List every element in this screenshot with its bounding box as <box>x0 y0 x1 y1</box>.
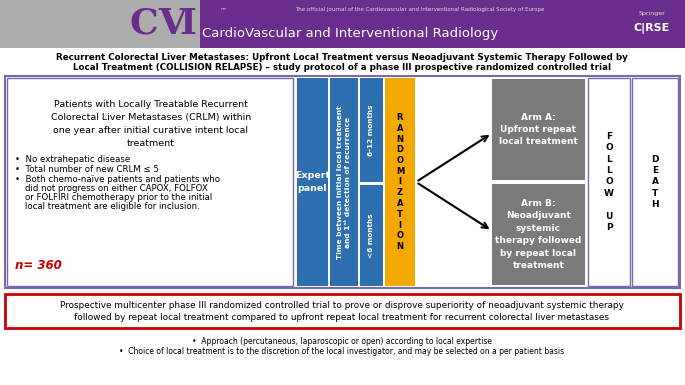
Text: V: V <box>158 7 186 41</box>
Text: Arm B:
Neoadjuvant
systemic
therapy followed
by repeat local
treatment: Arm B: Neoadjuvant systemic therapy foll… <box>495 199 582 270</box>
Bar <box>297 78 328 286</box>
Text: C: C <box>129 7 158 41</box>
Text: •  No extrahepatic disease: • No extrahepatic disease <box>15 155 130 164</box>
Text: F
O
L
L
O
W
 
U
P: F O L L O W U P <box>604 132 614 232</box>
Bar <box>492 79 585 180</box>
Text: C|RSE: C|RSE <box>634 22 670 33</box>
Text: followed by repeat local treatment compared to upfront repeat local treatment fo: followed by repeat local treatment compa… <box>75 313 610 322</box>
Bar <box>360 78 383 182</box>
Text: Time between initial local treatment
and 1ˢᵗ detection of recurrence: Time between initial local treatment and… <box>337 105 351 259</box>
Text: ™: ™ <box>220 7 227 13</box>
Text: •  Choice of local treatment is to the discretion of the local investigator, and: • Choice of local treatment is to the di… <box>119 347 564 356</box>
Text: I: I <box>179 7 197 41</box>
Text: Prospective multicenter phase III randomized controlled trial to prove or dispro: Prospective multicenter phase III random… <box>60 301 624 310</box>
Text: CardioVascular and Interventional Radiology: CardioVascular and Interventional Radiol… <box>202 27 498 40</box>
Text: •  Both chemo-naïve patients and patients who: • Both chemo-naïve patients and patients… <box>15 175 220 184</box>
Text: did not progress on either CAPOX, FOLFOX: did not progress on either CAPOX, FOLFOX <box>25 184 208 193</box>
Bar <box>330 78 358 286</box>
Text: The official journal of the Cardiovascular and Interventional Radiological Socie: The official journal of the Cardiovascul… <box>295 7 545 12</box>
Text: D
E
A
T
H: D E A T H <box>651 155 659 209</box>
Bar <box>492 184 585 285</box>
Text: Recurrent Colorectal Liver Metastases: Upfront Local Treatment versus Neoadjuvan: Recurrent Colorectal Liver Metastases: U… <box>56 52 628 62</box>
Bar <box>632 78 678 286</box>
Text: •  Approach (percutaneous, laparoscopic or open) according to local expertise: • Approach (percutaneous, laparoscopic o… <box>192 337 492 346</box>
Text: local treatment are eligible for inclusion.: local treatment are eligible for inclusi… <box>25 202 200 211</box>
Text: <6 months: <6 months <box>369 213 375 258</box>
Bar <box>0 0 685 48</box>
Bar <box>7 78 293 286</box>
Bar <box>5 294 680 328</box>
Text: 6-12 months: 6-12 months <box>369 104 375 156</box>
Bar <box>588 78 630 286</box>
Text: R
A
N
D
O
M
I
Z
A
T
I
O
N: R A N D O M I Z A T I O N <box>396 113 404 251</box>
Text: Springer: Springer <box>638 12 665 17</box>
Text: R: R <box>198 7 228 41</box>
Bar <box>0 0 200 48</box>
Text: Patients with Locally Treatable Recurrent
Colorectal Liver Metastases (CRLM) wit: Patients with Locally Treatable Recurren… <box>51 100 251 147</box>
Text: Arm A:
Upfront repeat
local treatment: Arm A: Upfront repeat local treatment <box>499 112 578 147</box>
Bar <box>360 185 383 286</box>
Text: or FOLFIRI chemotherapy prior to the initial: or FOLFIRI chemotherapy prior to the ini… <box>25 193 212 202</box>
Text: •  Total number of new CRLM ≤ 5: • Total number of new CRLM ≤ 5 <box>15 165 159 174</box>
Text: Expert
panel: Expert panel <box>295 171 330 193</box>
Bar <box>385 78 415 286</box>
Bar <box>5 76 680 288</box>
Text: n= 360: n= 360 <box>15 259 62 272</box>
Text: Local Treatment (COLLISION RELAPSE) – study protocol of a phase III prospective : Local Treatment (COLLISION RELAPSE) – st… <box>73 62 611 72</box>
